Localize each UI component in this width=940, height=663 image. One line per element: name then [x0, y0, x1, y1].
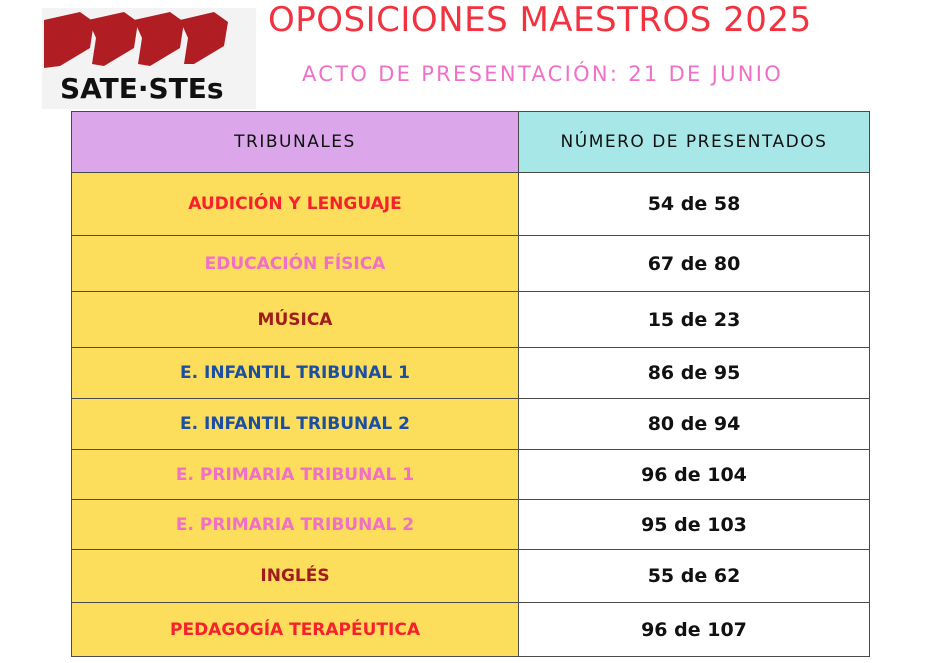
logo-text: SATE·STEs: [60, 72, 224, 105]
table-row: INGLÉS 55 de 62: [71, 549, 870, 603]
tribunal-name: AUDICIÓN Y LENGUAJE: [71, 172, 519, 236]
presentados-count: 15 de 23: [518, 291, 870, 348]
presentados-count: 95 de 103: [518, 499, 870, 550]
table-row: AUDICIÓN Y LENGUAJE 54 de 58: [71, 172, 870, 236]
flags-icon: [44, 12, 228, 68]
presentados-count: 96 de 107: [518, 602, 870, 657]
presentados-count: 96 de 104: [518, 449, 870, 500]
tribunal-name: E. INFANTIL TRIBUNAL 1: [71, 347, 519, 399]
header-tribunales: TRIBUNALES: [71, 111, 519, 173]
tribunal-name: EDUCACIÓN FÍSICA: [71, 235, 519, 292]
table-row: E. INFANTIL TRIBUNAL 2 80 de 94: [71, 398, 870, 450]
header-presentados: NÚMERO DE PRESENTADOS: [518, 111, 870, 173]
results-table: TRIBUNALES NÚMERO DE PRESENTADOS AUDICIÓ…: [71, 111, 870, 657]
presentados-count: 80 de 94: [518, 398, 870, 450]
table-header-row: TRIBUNALES NÚMERO DE PRESENTADOS: [71, 111, 870, 173]
table-row: E. PRIMARIA TRIBUNAL 2 95 de 103: [71, 499, 870, 550]
table-row: EDUCACIÓN FÍSICA 67 de 80: [71, 235, 870, 292]
presentados-count: 86 de 95: [518, 347, 870, 399]
presentados-count: 54 de 58: [518, 172, 870, 236]
page-title: OPOSICIONES MAESTROS 2025: [268, 0, 812, 40]
tribunal-name: PEDAGOGÍA TERAPÉUTICA: [71, 602, 519, 657]
page-subtitle: ACTO DE PRESENTACIÓN: 21 DE JUNIO: [302, 62, 784, 86]
table-row: MÚSICA 15 de 23: [71, 291, 870, 348]
tribunal-name: INGLÉS: [71, 549, 519, 603]
table-row: PEDAGOGÍA TERAPÉUTICA 96 de 107: [71, 602, 870, 657]
sate-stes-logo: SATE·STEs: [42, 8, 256, 109]
tribunal-name: E. INFANTIL TRIBUNAL 2: [71, 398, 519, 450]
tribunal-name: E. PRIMARIA TRIBUNAL 1: [71, 449, 519, 500]
table-row: E. PRIMARIA TRIBUNAL 1 96 de 104: [71, 449, 870, 500]
table-row: E. INFANTIL TRIBUNAL 1 86 de 95: [71, 347, 870, 399]
presentados-count: 67 de 80: [518, 235, 870, 292]
presentados-count: 55 de 62: [518, 549, 870, 603]
tribunal-name: E. PRIMARIA TRIBUNAL 2: [71, 499, 519, 550]
tribunal-name: MÚSICA: [71, 291, 519, 348]
